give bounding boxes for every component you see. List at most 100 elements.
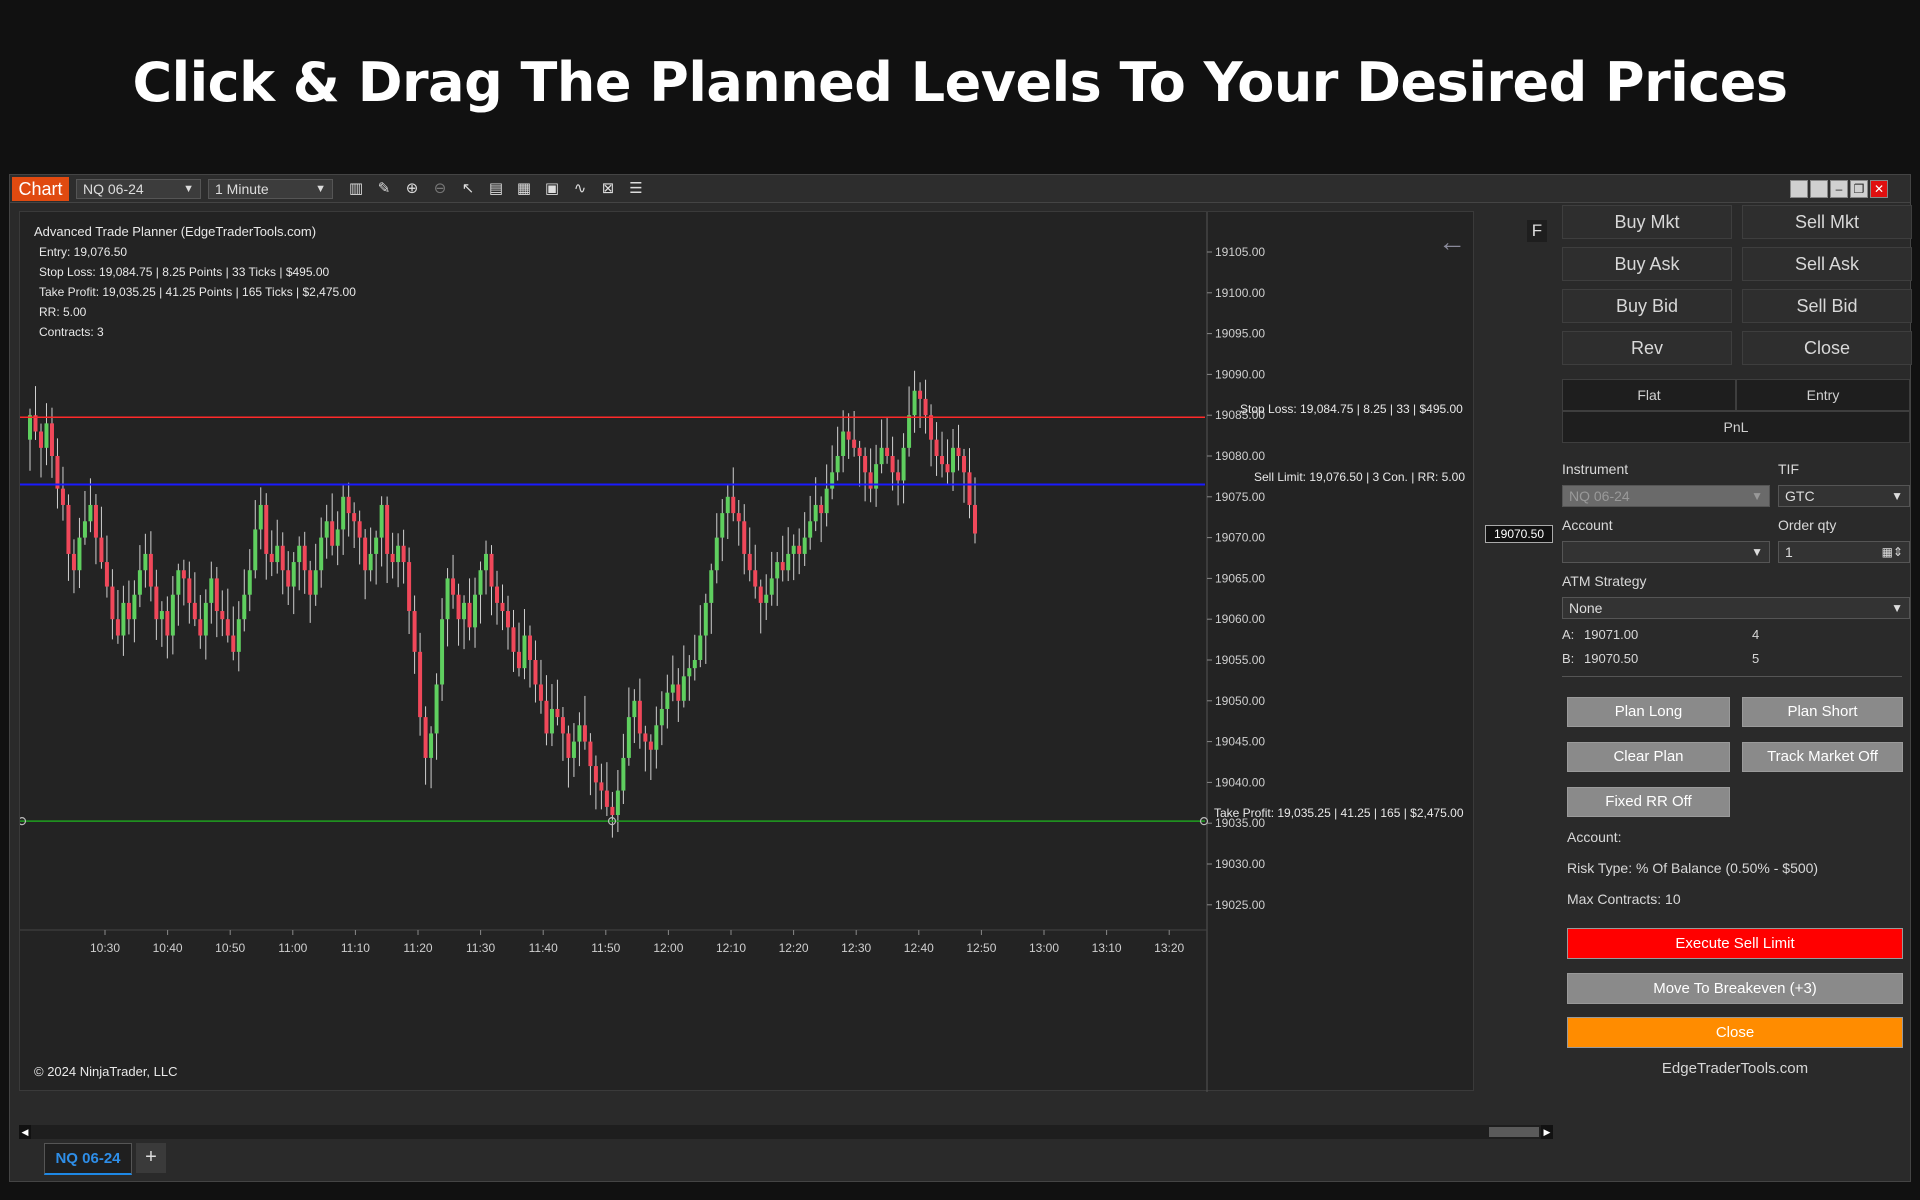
f-button[interactable]: F: [1527, 220, 1547, 242]
flat-cell: Flat: [1562, 379, 1736, 411]
candle-body: [748, 554, 752, 570]
fixed-rr-button[interactable]: Fixed RR Off: [1567, 787, 1730, 817]
buy-mkt-button[interactable]: Buy Mkt: [1562, 205, 1732, 239]
cursor-icon[interactable]: ↖: [457, 179, 479, 199]
scroll-left-icon[interactable]: ◀: [19, 1125, 31, 1139]
minimize-icon[interactable]: –: [1830, 180, 1848, 198]
entry-cell: Entry: [1736, 379, 1910, 411]
atm-strategy-select[interactable]: None ▼: [1562, 597, 1910, 619]
candle-body: [940, 456, 944, 464]
sell-mkt-button[interactable]: Sell Mkt: [1742, 205, 1912, 239]
candle-body: [924, 399, 928, 415]
horizontal-scrollbar[interactable]: ◀ ▶: [19, 1125, 1553, 1139]
x-tick-label: 12:40: [904, 941, 934, 955]
candle-body: [418, 652, 422, 717]
move-to-breakeven-button[interactable]: Move To Breakeven (+3): [1567, 973, 1903, 1004]
candle-body: [555, 709, 559, 717]
instrument-label: Instrument: [1562, 461, 1628, 477]
buy-ask-button[interactable]: Buy Ask: [1562, 247, 1732, 281]
add-tab-button[interactable]: +: [136, 1143, 166, 1173]
pencil-icon[interactable]: ✎: [373, 179, 395, 199]
candle-body: [698, 636, 702, 660]
candle-body: [737, 513, 741, 521]
candle-body: [759, 587, 763, 603]
instrument-select-panel[interactable]: NQ 06-24 ▼: [1562, 485, 1770, 507]
candle-body: [764, 595, 768, 603]
x-tick-label: 10:30: [90, 941, 120, 955]
candle-body: [797, 546, 801, 554]
tab-nq-06-24[interactable]: NQ 06-24: [44, 1143, 132, 1175]
info-entry: Entry: 19,076.50: [34, 242, 356, 262]
scroll-thumb[interactable]: [1489, 1127, 1539, 1137]
execute-sell-limit-button[interactable]: Execute Sell Limit: [1567, 928, 1903, 959]
properties-icon[interactable]: ▤: [485, 179, 507, 199]
candle-body: [149, 554, 153, 587]
close-position-button[interactable]: Close: [1742, 331, 1912, 365]
plan-short-button[interactable]: Plan Short: [1742, 697, 1903, 727]
strategies-icon[interactable]: ⊠: [597, 179, 619, 199]
candle-body: [44, 423, 48, 447]
account-select[interactable]: ▼: [1562, 541, 1770, 563]
sell-bid-button[interactable]: Sell Bid: [1742, 289, 1912, 323]
candle-body: [814, 505, 818, 521]
candle-body: [929, 415, 933, 439]
y-tick-label: 19090.00: [1215, 367, 1265, 381]
candle-body: [369, 554, 373, 570]
candle-body: [160, 611, 164, 619]
candle-body: [94, 505, 98, 538]
track-market-button[interactable]: Track Market Off: [1742, 742, 1903, 772]
restore-icon[interactable]: ❐: [1850, 180, 1868, 198]
clear-plan-button[interactable]: Clear Plan: [1567, 742, 1730, 772]
candle-body: [154, 587, 158, 620]
y-tick-label: 19045.00: [1215, 735, 1265, 749]
candle-body: [121, 603, 125, 636]
x-tick-label: 13:00: [1029, 941, 1059, 955]
candle-body: [665, 693, 669, 709]
data-series-icon[interactable]: ▣: [541, 179, 563, 199]
y-tick-label: 19080.00: [1215, 449, 1265, 463]
scroll-right-icon[interactable]: ▶: [1541, 1125, 1553, 1139]
candle-body: [913, 391, 917, 415]
chart-tab[interactable]: Chart: [12, 177, 69, 201]
candle-body: [902, 448, 906, 481]
x-tick-label: 11:20: [403, 941, 432, 955]
candle-body: [187, 578, 191, 602]
candle-body: [270, 554, 274, 562]
plan-long-button[interactable]: Plan Long: [1567, 697, 1730, 727]
close-plan-button[interactable]: Close: [1567, 1017, 1903, 1048]
layout-alt-icon[interactable]: [1810, 180, 1828, 198]
bar-chart-icon[interactable]: ▥: [345, 179, 367, 199]
chart-plot[interactable]: 19105.00 19100.00 19095.00 19090.00 19085.00…: [20, 212, 1475, 1092]
candle-body: [374, 538, 378, 554]
order-qty-input[interactable]: 1 ▦⇕: [1778, 541, 1910, 563]
interval-select[interactable]: 1 Minute ▼: [208, 179, 333, 199]
price-chart[interactable]: 19105.00 19100.00 19095.00 19090.00 19085.00…: [19, 211, 1474, 1091]
close-icon[interactable]: ✕: [1870, 180, 1888, 198]
candle-body: [836, 456, 840, 472]
candle-body: [352, 513, 356, 521]
bid-price: 19070.50: [1584, 651, 1638, 666]
candle-body: [891, 456, 895, 472]
list-icon[interactable]: ☰: [625, 179, 647, 199]
rev-button[interactable]: Rev: [1562, 331, 1732, 365]
atm-strategy-value: None: [1569, 600, 1602, 616]
indicators-icon[interactable]: ∿: [569, 179, 591, 199]
layout-icon[interactable]: [1790, 180, 1808, 198]
candle-body: [522, 636, 526, 669]
zoom-in-icon[interactable]: ⊕: [401, 179, 423, 199]
footer-link[interactable]: EdgeTraderTools.com: [1554, 1060, 1916, 1077]
calculator-icon[interactable]: ▦⇕: [1882, 542, 1903, 562]
candle-body: [819, 505, 823, 513]
candle-body: [39, 432, 43, 448]
tif-select[interactable]: GTC ▼: [1778, 485, 1910, 507]
zoom-out-icon[interactable]: ⊖: [429, 179, 451, 199]
buy-bid-button[interactable]: Buy Bid: [1562, 289, 1732, 323]
sell-ask-button[interactable]: Sell Ask: [1742, 247, 1912, 281]
chart-tab-bar: NQ 06-24 +: [10, 1141, 1910, 1181]
y-tick-label: 19100.00: [1215, 286, 1265, 300]
instrument-select[interactable]: NQ 06-24 ▼: [76, 179, 201, 199]
templates-icon[interactable]: ▦: [513, 179, 535, 199]
back-arrow-icon[interactable]: ←: [1438, 226, 1466, 258]
y-tick-label: 19070.00: [1215, 531, 1265, 545]
candle-body: [490, 554, 494, 587]
